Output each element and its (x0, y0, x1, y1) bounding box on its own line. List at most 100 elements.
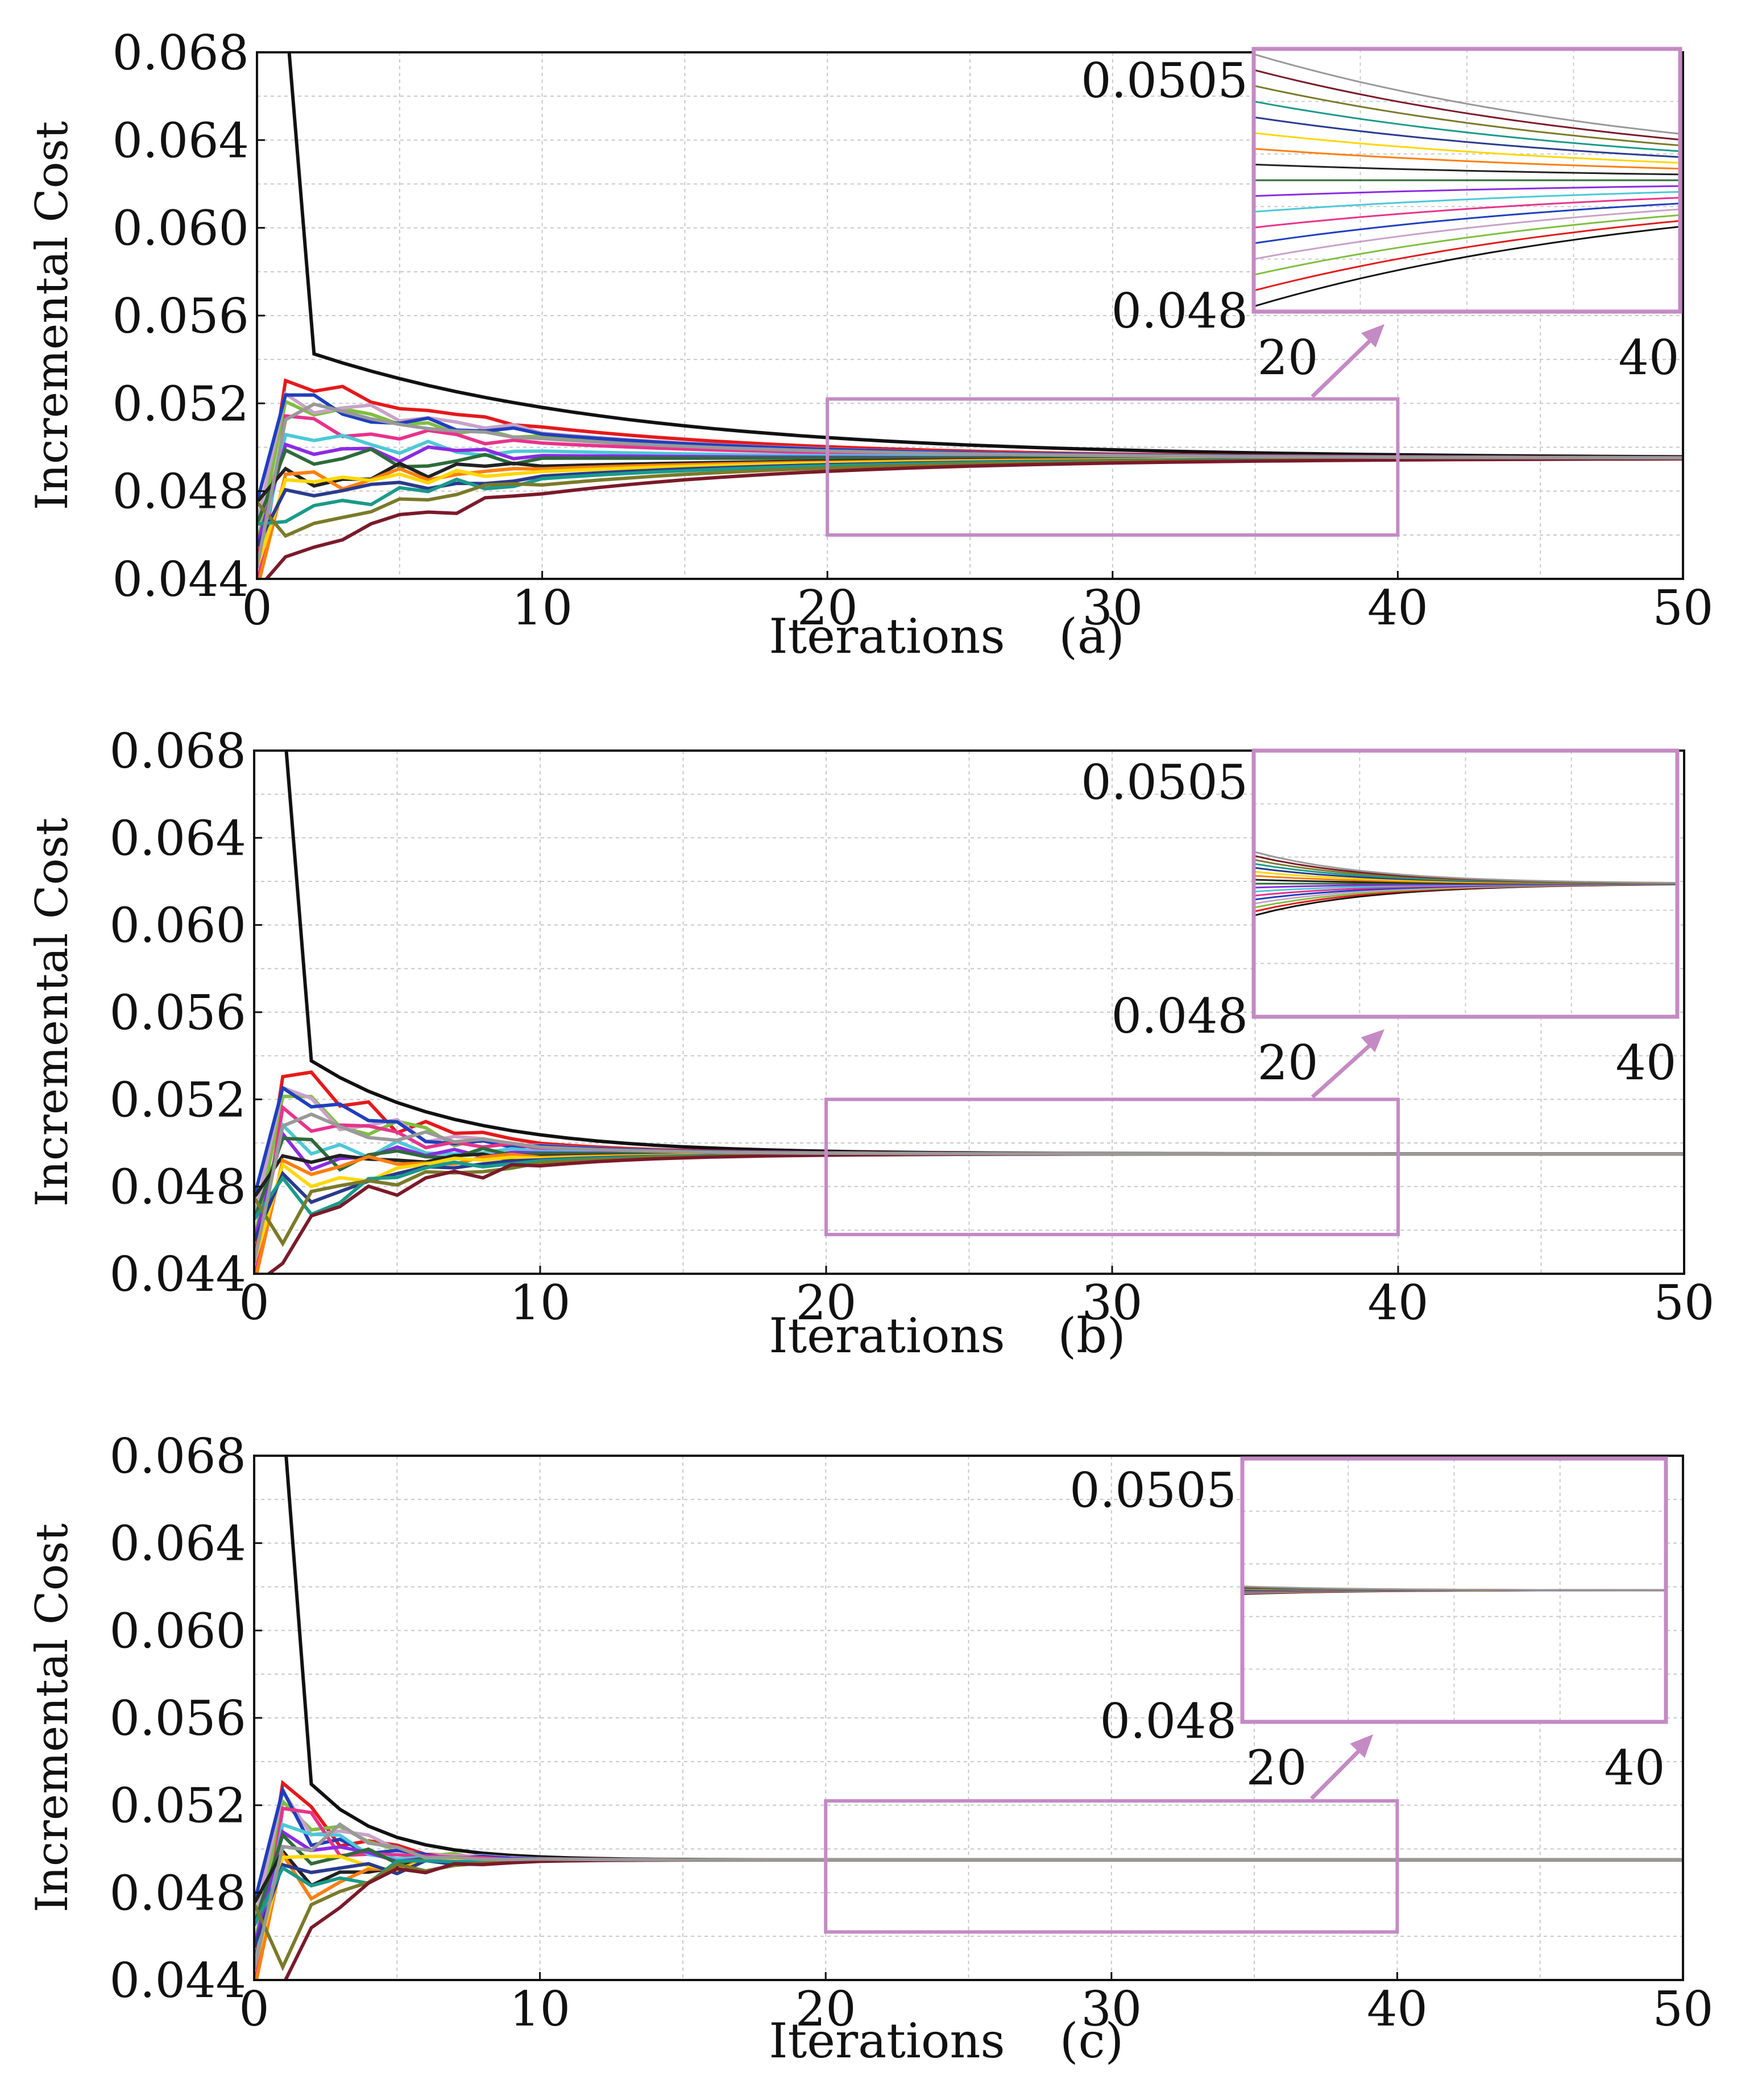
x-tick-label: 0 (239, 1275, 269, 1331)
zoom-arrow-head (1361, 1029, 1384, 1053)
inset-series-line-agent-6 (1254, 197, 1680, 229)
inset-series-line-agent-1 (1254, 226, 1680, 308)
x-tick-label: 30 (1081, 1981, 1142, 2037)
y-tick-label: 0.044 (113, 552, 249, 607)
x-tick-label: 20 (795, 1981, 856, 2037)
inset-y-tick-top: 0.0505 (1069, 1463, 1237, 1518)
inset-series-group (1254, 53, 1680, 308)
inset-series-line-agent-15 (1254, 85, 1680, 147)
inset-series-line-agent-14 (1254, 100, 1680, 152)
x-tick-label: 30 (1082, 580, 1143, 636)
series-group (254, 1456, 1683, 1980)
inset-grid (1242, 1459, 1666, 1722)
y-tick-label: 0.060 (110, 898, 246, 954)
zoom-arrow-line (1310, 1742, 1368, 1800)
x-tick-label: 0 (239, 1981, 269, 2037)
y-tick-label: 0.068 (110, 723, 246, 779)
series-line-agent-9 (254, 1136, 1684, 1220)
y-tick-label: 0.048 (113, 464, 249, 520)
y-tick-label: 0.060 (110, 1603, 246, 1659)
inset-series-line-agent-10 (1254, 163, 1680, 176)
inset-frame (1240, 1456, 1668, 1724)
x-tick-label: 50 (1653, 580, 1714, 636)
inset-series-line-agent-5 (1254, 202, 1680, 245)
inset-series-group (1254, 851, 1677, 917)
y-tick-label: 0.060 (113, 201, 249, 256)
series-line-agent-16 (264, 457, 1683, 579)
y-tick-label: 0.064 (110, 810, 246, 866)
panel-label: (b) (1058, 1308, 1125, 1364)
inset-x-tick-left: 20 (1246, 1740, 1307, 1796)
y-tick-label: 0.052 (113, 376, 249, 432)
x-tick-label: 40 (1368, 1275, 1429, 1331)
panel-b: 0 10 20 30 40 50 0.044 0.048 0.052 0.056 0.060 0.06… (27, 723, 1715, 1364)
y-tick-label: 0.044 (110, 1953, 246, 2008)
inset-y-tick-bottom: 0.048 (1100, 1693, 1237, 1749)
x-tick-label: 40 (1367, 580, 1428, 636)
inset-series-line-agent-12 (1254, 132, 1680, 164)
x-tick-label: 10 (510, 1275, 571, 1331)
x-tick-label: 20 (796, 1275, 857, 1331)
inset-x-tick-right: 40 (1619, 330, 1680, 386)
inset-x-tick-right: 40 (1616, 1035, 1677, 1091)
series-line-agent-17 (254, 1822, 1683, 1970)
zoom-arrow-line (1311, 332, 1379, 399)
inset-y-tick-bottom: 0.048 (1112, 283, 1248, 339)
y-tick-label: 0.044 (110, 1246, 246, 1302)
inset-series-line-agent-13 (1254, 116, 1680, 158)
panel-c: 0 10 20 30 40 50 0.044 0.048 0.052 0.056 0.060 0.06… (27, 1428, 1714, 2069)
inset-y-tick-bottom: 0.048 (1112, 988, 1248, 1044)
y-tick-label: 0.056 (113, 288, 249, 344)
x-tick-label: 40 (1367, 1981, 1428, 2037)
inset-series-line-agent-3 (1254, 214, 1680, 276)
inset-series-line-agent-8 (1254, 185, 1680, 197)
inset-series-line-agent-17 (1254, 851, 1677, 884)
inset-frame (1251, 748, 1680, 1019)
inset-series-line-agent-17 (1242, 1585, 1666, 1591)
series-group (257, 52, 1683, 579)
y-tick-label: 0.064 (113, 113, 249, 168)
x-tick-label: 50 (1653, 1981, 1714, 2037)
series-group (254, 751, 1684, 1274)
y-tick-label: 0.064 (110, 1516, 246, 1572)
x-axis-label: Iterations (769, 2013, 1005, 2069)
y-tick-label: 0.068 (113, 25, 249, 81)
zoom-region-box (824, 1097, 1400, 1237)
inset-series-line-agent-4 (1254, 208, 1680, 260)
inset-series-line-agent-2 (1254, 219, 1680, 292)
zoom-arrow-head (1361, 324, 1384, 348)
x-tick-label: 30 (1082, 1275, 1143, 1331)
inset-series-line-agent-17 (1254, 53, 1680, 135)
zoom-arrow-line (1311, 1037, 1379, 1099)
series-line-agent-17 (257, 402, 1683, 569)
y-axis-label: Incremental Cost (27, 121, 78, 510)
series-line-agent-17 (254, 1112, 1684, 1264)
y-tick-label: 0.052 (110, 1072, 246, 1128)
x-axis-label: Iterations (769, 608, 1005, 664)
zoom-arrow-head (1350, 1734, 1373, 1758)
inset-series-line-agent-11 (1254, 148, 1680, 170)
inset-x-tick-left: 20 (1258, 1035, 1319, 1091)
y-tick-label: 0.056 (110, 985, 246, 1041)
inset-x-tick-left: 20 (1258, 330, 1319, 386)
y-tick-label: 0.052 (110, 1778, 246, 1834)
y-axis-label: Incremental Cost (27, 1523, 78, 1912)
x-tick-label: 0 (242, 580, 272, 636)
y-tick-label: 0.048 (110, 1865, 246, 1921)
y-tick-label: 0.056 (110, 1691, 246, 1746)
x-tick-label: 10 (509, 1981, 570, 2037)
x-tick-label: 50 (1654, 1275, 1715, 1331)
inset-frame (1251, 47, 1682, 314)
inset-series-line-agent-7 (1254, 190, 1680, 213)
inset-y-tick-top: 0.0505 (1081, 755, 1248, 810)
panel-a: 0 10 20 30 40 50 0.044 0.048 0.052 0.056 0.060 0.06… (27, 25, 1714, 664)
x-axis-label: Iterations (769, 1308, 1005, 1364)
zoom-region-box (824, 1799, 1399, 1934)
inset-series-line-agent-16 (1254, 69, 1680, 141)
zoom-region-box (826, 397, 1400, 537)
panel-label: (c) (1060, 2013, 1124, 2069)
